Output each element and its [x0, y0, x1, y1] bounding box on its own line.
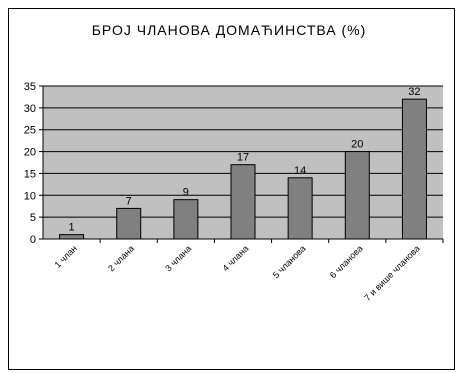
y-tick-label: 20	[24, 147, 36, 159]
y-tick-label: 10	[24, 190, 36, 202]
y-tick-label: 0	[30, 234, 36, 246]
category-label: 3 члана	[163, 243, 193, 273]
bar	[401, 98, 427, 240]
bar	[116, 207, 142, 240]
category-label: 2 члана	[106, 243, 136, 273]
chart-title: БРОЈ ЧЛАНОВА ДОМАЋИНСТВА (%)	[91, 22, 367, 38]
y-tick-label: 5	[30, 212, 36, 224]
category-label: 1 члан	[53, 243, 79, 269]
y-tick-label: 25	[24, 125, 36, 137]
data-label: 7	[126, 195, 132, 207]
bar	[173, 199, 199, 240]
category-label: 5 чланова	[271, 243, 308, 280]
y-tick-label: 15	[24, 168, 36, 180]
y-tick-label: 30	[24, 103, 36, 115]
category-label: 6 чланова	[328, 243, 365, 280]
data-label: 9	[183, 187, 189, 199]
data-label: 14	[294, 165, 306, 177]
bar	[344, 151, 370, 240]
data-label: 20	[351, 139, 363, 151]
data-label: 32	[408, 86, 420, 98]
y-tick-label: 35	[24, 81, 36, 93]
category-label: 4 члана	[220, 243, 250, 273]
bar	[59, 234, 85, 240]
category-label: 7 и више чланова	[362, 243, 422, 303]
bar	[287, 177, 313, 240]
bar	[230, 164, 256, 240]
data-label: 1	[69, 222, 75, 234]
data-label: 17	[237, 152, 249, 164]
